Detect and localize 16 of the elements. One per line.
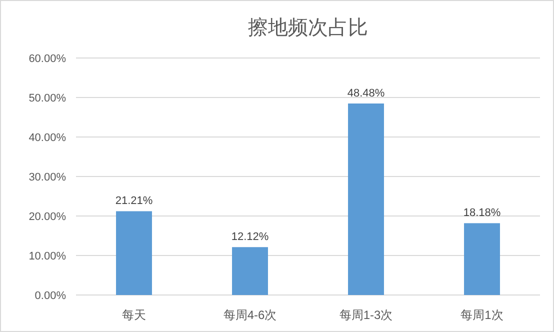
x-tick-label: 每天 <box>122 308 146 322</box>
y-tick-label: 10.00% <box>28 250 66 262</box>
title: 擦地频次占比 <box>248 17 368 39</box>
x-tick-label: 每周4-6次 <box>223 308 277 322</box>
y-tick-label: 40.00% <box>28 132 66 144</box>
data-label: 21.21% <box>115 195 153 208</box>
y-tick-label: 30.00% <box>28 172 66 184</box>
x-tick-label: 每周1-3次 <box>339 308 393 322</box>
data-label: 48.48% <box>347 88 385 100</box>
y-tick-label: 50.00% <box>28 92 66 104</box>
x-tick-label: 每周1次 <box>460 308 504 322</box>
data-label: 12.12% <box>231 231 269 244</box>
y-tick-label: 0.00% <box>34 290 66 302</box>
y-tick-label: 60.00% <box>28 53 66 65</box>
data-label: 18.18% <box>463 207 501 220</box>
y-tick-label: 20.00% <box>28 211 66 223</box>
